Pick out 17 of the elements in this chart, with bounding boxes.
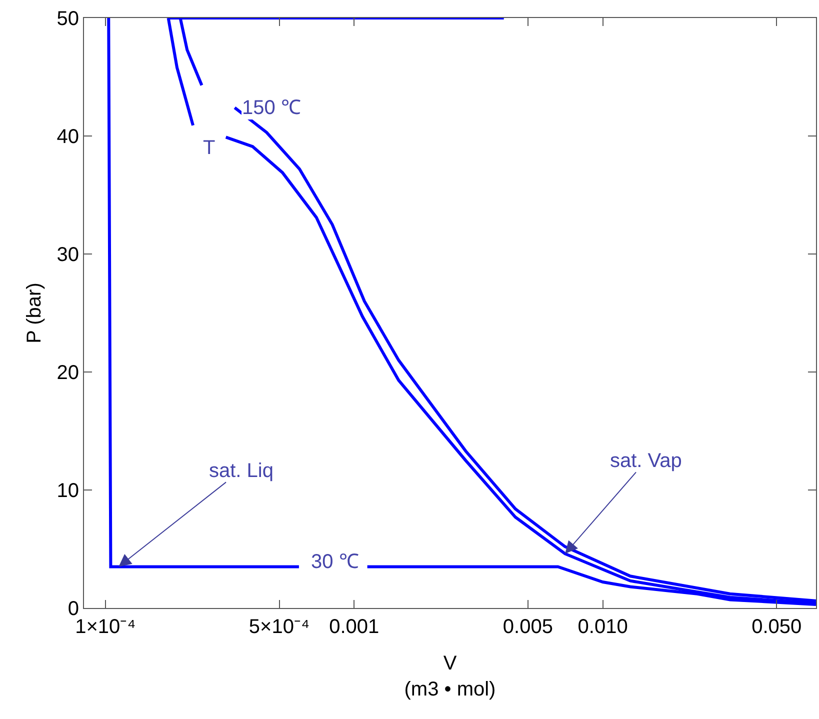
y-tick-label: 30	[56, 244, 79, 266]
annotation: sat. Liq	[209, 460, 274, 482]
annotation: 30 ℃	[311, 551, 359, 573]
annotation: sat. Vap	[610, 450, 682, 472]
x-tick-label: 0.010	[578, 616, 628, 638]
x-axis-title: V (m3 • mol)	[404, 652, 496, 700]
annotation: T	[203, 137, 216, 159]
y-axis-title: P (bar)	[23, 282, 46, 344]
y-tick-label: 50	[56, 8, 79, 30]
y-tick-label: 20	[56, 362, 79, 384]
x-tick-label: 5×10⁻⁴	[248, 616, 310, 638]
annotation: 150 ℃	[242, 97, 301, 119]
x-tick-label: 0.005	[502, 616, 553, 638]
x-tick-label: 0.050	[752, 616, 802, 638]
y-tick-label: 10	[56, 480, 79, 502]
y-tick-label: 40	[56, 126, 79, 148]
x-tick-label: 0.001	[329, 616, 380, 638]
